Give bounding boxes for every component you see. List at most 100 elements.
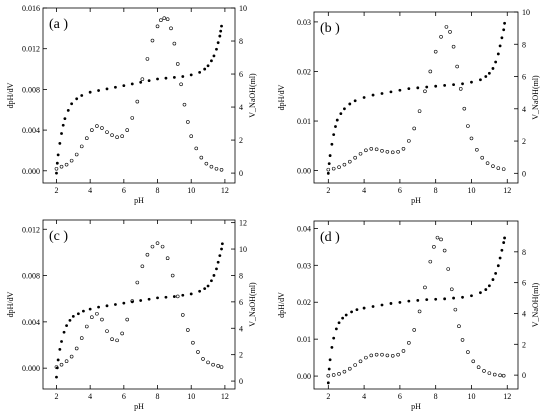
x-tick-label: 12: [221, 186, 229, 195]
data-point-filled: [216, 41, 220, 45]
data-point-filled: [60, 340, 63, 343]
data-point-filled: [55, 161, 59, 165]
data-point-filled: [341, 316, 345, 320]
data-point-filled: [398, 300, 402, 304]
data-point-open: [439, 237, 443, 242]
data-point-open: [160, 244, 165, 249]
data-point-filled: [398, 88, 402, 92]
x-tick-label: 4: [362, 392, 366, 401]
data-point-open: [455, 64, 459, 69]
data-point-open: [186, 328, 190, 332]
data-point-open: [475, 147, 479, 152]
data-point-open: [347, 366, 352, 371]
data-point-filled: [339, 112, 343, 116]
data-point-filled: [443, 297, 447, 301]
y2-tick-label: 6: [522, 279, 526, 288]
data-point-open: [110, 337, 114, 342]
data-point-open: [199, 155, 204, 160]
data-point-filled: [220, 242, 224, 246]
data-point-open: [407, 139, 411, 143]
data-point-filled: [330, 345, 334, 349]
y-tick-label: 0.000: [22, 364, 40, 373]
x-axis-label: pH: [411, 402, 421, 411]
data-point-filled: [416, 298, 420, 302]
data-point-filled: [172, 75, 176, 79]
data-point-filled: [500, 36, 504, 40]
data-point-open: [170, 273, 175, 278]
x-tick-label: 8: [434, 186, 438, 195]
data-point-open: [219, 167, 224, 172]
data-point-open: [358, 359, 363, 364]
data-point-filled: [215, 267, 218, 271]
x-tick-label: 8: [434, 392, 438, 401]
data-point-filled: [218, 254, 222, 258]
y2-tick-label: 10: [239, 245, 247, 254]
y-tick-label: 0.008: [22, 272, 40, 281]
data-point-filled: [443, 84, 447, 87]
data-point-filled: [198, 70, 202, 74]
x-axis-label: pH: [411, 196, 421, 205]
data-point-filled: [206, 64, 210, 68]
y2-tick-label: 6: [239, 70, 243, 79]
data-point-open: [342, 162, 347, 167]
y2-tick-label: 8: [239, 37, 243, 46]
data-point-open: [390, 353, 395, 358]
data-point-open: [458, 87, 463, 91]
data-point-filled: [503, 236, 506, 240]
data-point-open: [100, 317, 104, 322]
data-point-filled: [335, 118, 339, 122]
data-point-filled: [353, 99, 357, 103]
data-point-open: [466, 350, 470, 354]
data-point-filled: [114, 85, 117, 89]
data-point-filled: [491, 67, 495, 70]
data-point-filled: [487, 71, 491, 75]
data-point-open: [214, 166, 219, 171]
y-tick-label: 0.03: [297, 261, 311, 270]
data-point-open: [369, 353, 374, 358]
data-point-open: [476, 365, 481, 370]
panel-label: (a ): [49, 17, 68, 32]
data-point-filled: [330, 142, 334, 146]
data-point-filled: [139, 299, 143, 302]
data-point-open: [155, 241, 160, 245]
data-point-filled: [484, 75, 488, 78]
data-point-filled: [344, 313, 348, 317]
data-point-open: [453, 307, 458, 312]
data-point-filled: [88, 90, 92, 94]
data-point-filled: [122, 301, 126, 305]
data-point-filled: [371, 305, 375, 308]
data-point-open: [125, 317, 130, 322]
data-point-filled: [97, 305, 100, 309]
data-point-open: [342, 369, 347, 374]
y-tick-label: 0.012: [22, 45, 40, 54]
data-point-filled: [215, 47, 218, 51]
data-point-open: [150, 38, 155, 43]
series-vnaoh: [326, 236, 506, 385]
data-point-open: [180, 313, 185, 317]
data-point-filled: [494, 272, 498, 275]
data-point-filled: [75, 97, 79, 101]
data-point-open: [100, 126, 104, 130]
data-point-filled: [407, 299, 411, 303]
x-tick-label: 6: [398, 392, 402, 401]
data-point-open: [84, 324, 89, 329]
data-point-filled: [76, 312, 80, 316]
data-point-filled: [58, 141, 62, 145]
y2-tick-label: 0: [522, 371, 526, 380]
y2-tick-label: 4: [239, 103, 243, 112]
data-point-filled: [114, 303, 117, 306]
data-point-open: [172, 41, 177, 46]
data-point-open: [95, 311, 99, 316]
data-point-open: [162, 16, 167, 20]
data-point-filled: [164, 295, 168, 299]
data-point-open: [165, 256, 170, 260]
data-point-open: [380, 352, 384, 357]
data-point-open: [206, 360, 210, 365]
data-point-open: [125, 128, 130, 132]
data-point-open: [396, 352, 400, 357]
data-point-open: [432, 245, 436, 249]
data-point-filled: [66, 108, 70, 112]
data-point-filled: [496, 52, 500, 56]
data-point-filled: [348, 102, 352, 106]
x-tick-label: 8: [156, 392, 160, 401]
